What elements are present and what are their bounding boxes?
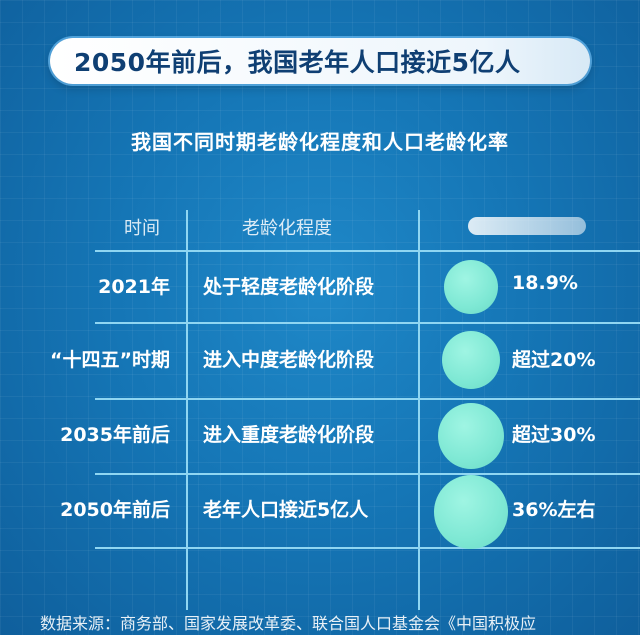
table-divider (95, 398, 640, 400)
row-degree: 处于轻度老龄化阶段 (203, 276, 375, 298)
header-degree: 老龄化程度 (242, 218, 332, 239)
row-time: “十四五”时期 (50, 349, 170, 371)
table-row: 2035年前后 进入重度老龄化阶段 超过30% (0, 400, 640, 474)
table-divider (95, 322, 640, 324)
headline-banner: 2050年前后，我国老年人口接近5亿人 (50, 38, 590, 84)
row-time: 2021年 (98, 276, 170, 298)
table-row: 2021年 处于轻度老龄化阶段 18.9% (0, 252, 640, 326)
header-time: 时间 (124, 218, 160, 239)
row-rate: 超过30% (512, 424, 596, 446)
data-source: 数据来源：商务部、国家发展改革委、联合国人口基金会《中国积极应 (40, 614, 537, 633)
table-row: 2050年前后 老年人口接近5亿人 36%左右 (0, 475, 640, 549)
column-divider (418, 210, 420, 610)
chart-subtitle: 我国不同时期老龄化程度和人口老龄化率 (131, 130, 509, 154)
table-row: “十四五”时期 进入中度老龄化阶段 超过20% (0, 325, 640, 399)
table-divider (95, 547, 640, 549)
header-rate-highlight (468, 217, 586, 235)
table-divider (95, 250, 640, 252)
row-rate: 36%左右 (512, 499, 596, 521)
row-time: 2035年前后 (60, 424, 170, 446)
headline-text: 2050年前后，我国老年人口接近5亿人 (74, 48, 521, 77)
row-degree: 进入重度老龄化阶段 (203, 424, 375, 446)
table-header: 时间 老龄化程度 (0, 208, 640, 244)
rate-circle-icon (438, 403, 504, 469)
row-rate: 超过20% (512, 349, 596, 371)
rate-circle-icon (444, 260, 498, 314)
table-divider (95, 473, 640, 475)
row-degree: 老年人口接近5亿人 (203, 499, 369, 521)
row-degree: 进入中度老龄化阶段 (203, 349, 375, 371)
rate-circle-icon (434, 475, 508, 549)
rate-circle-icon (442, 331, 500, 389)
row-rate: 18.9% (512, 272, 578, 294)
column-divider (186, 210, 188, 610)
row-time: 2050年前后 (60, 499, 170, 521)
